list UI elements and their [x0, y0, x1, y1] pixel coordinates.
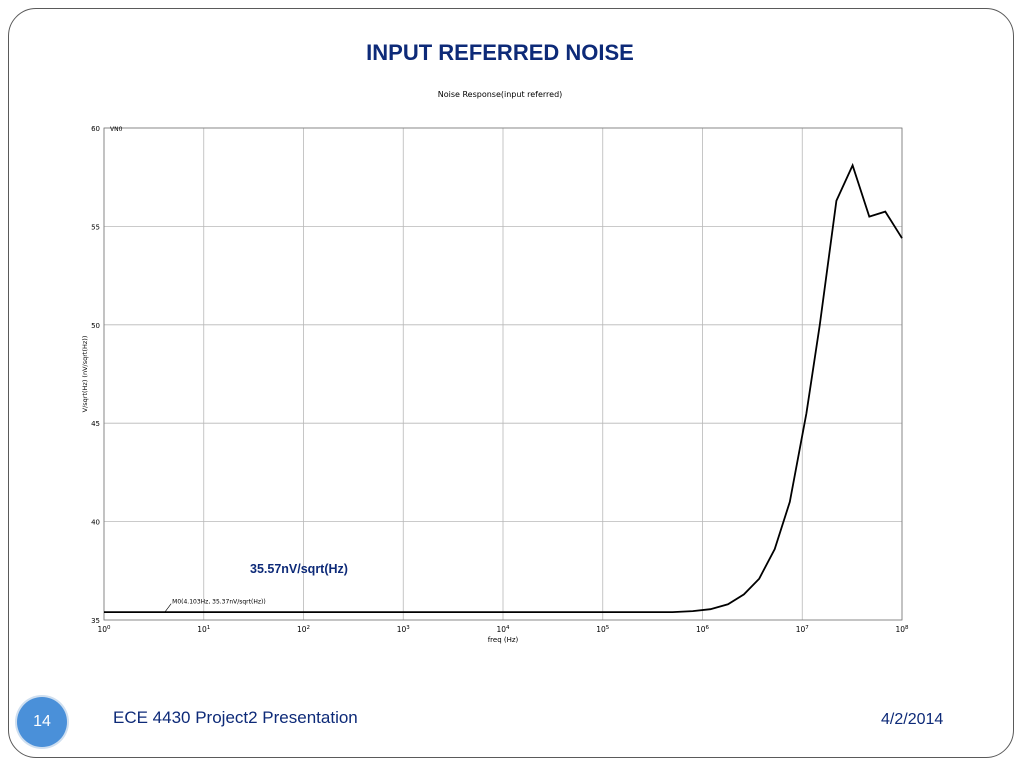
marker-label: M0(4.103Hz, 35.37nV/sqrt(Hz))	[172, 599, 266, 606]
noise-value-annotation: 35.57nV/sqrt(Hz)	[250, 562, 348, 576]
chart-title: Noise Response(input referred)	[437, 90, 563, 99]
x-tick-label: 103	[397, 625, 411, 634]
y-tick-label: 60	[91, 125, 100, 133]
trace-name-label: VN0	[110, 126, 123, 133]
y-tick-label: 35	[91, 617, 100, 625]
y-tick-label: 45	[91, 420, 100, 428]
x-tick-label: 107	[796, 625, 810, 634]
x-axis-label: freq (Hz)	[488, 636, 519, 644]
y-axis-label: V/sqrt(Hz) (nV/sqrt(Hz))	[81, 336, 89, 413]
page-number: 14	[33, 713, 51, 730]
x-tick-label: 106	[696, 625, 710, 634]
x-tick-label: 108	[895, 625, 909, 634]
y-tick-label: 50	[91, 322, 100, 330]
noise-response-chart: 35 40 45 50 55 60 100 101 102 103 104 105 106 107 108 f…	[81, 125, 909, 644]
y-tick-label: 40	[91, 519, 100, 527]
slide-frame	[8, 8, 1014, 758]
x-tick-label: 104	[496, 625, 510, 634]
footer-date: 4/2/2014	[881, 711, 944, 728]
x-tick-label: 105	[596, 625, 610, 634]
x-tick-label: 102	[297, 625, 310, 634]
slide-title: INPUT REFERRED NOISE	[366, 40, 634, 65]
marker-leader-line	[164, 603, 172, 612]
x-tick-label: 101	[197, 625, 210, 634]
plot-area-border	[103, 127, 903, 621]
y-tick-label: 55	[91, 223, 100, 231]
page-number-badge: 14	[17, 697, 67, 747]
series-line-vn0	[104, 162, 903, 614]
x-tick-label: 100	[97, 625, 111, 634]
footer-presentation-title: ECE 4430 Project2 Presentation	[113, 708, 358, 727]
